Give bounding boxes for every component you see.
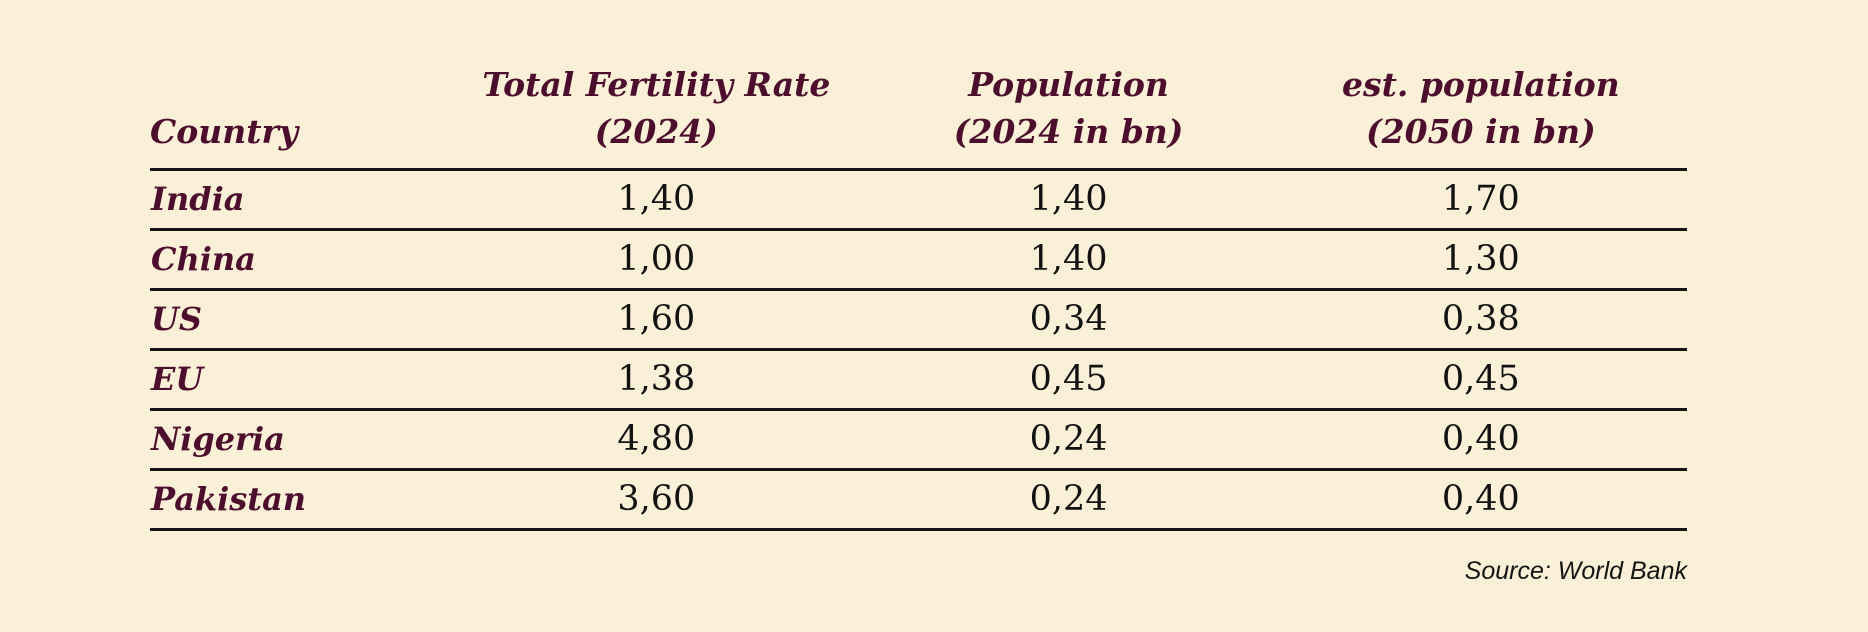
table-row-pakistan: Pakistan 3,60 0,24 0,40 <box>150 469 1687 531</box>
cell-pop2024: 1,40 <box>862 229 1275 291</box>
cell-country: Pakistan <box>150 469 451 531</box>
cell-pop2050: 1,30 <box>1274 229 1687 291</box>
header-row: Country Total Fertility Rate (2024) Popu… <box>150 40 1687 171</box>
table-row-nigeria: Nigeria 4,80 0,24 0,40 <box>150 409 1687 471</box>
cell-country: US <box>150 289 451 351</box>
table-row-india: India 1,40 1,40 1,70 <box>150 169 1687 231</box>
cell-tfr: 1,40 <box>450 169 863 231</box>
cell-pop2024: 1,40 <box>862 169 1275 231</box>
header-pop2050-line2: (2050 in bn) <box>1366 111 1596 151</box>
cell-pop2024: 0,45 <box>862 349 1275 411</box>
cell-country: India <box>150 169 451 231</box>
table-row-eu: EU 1,38 0,45 0,45 <box>150 349 1687 411</box>
cell-country: EU <box>150 349 451 411</box>
cell-pop2050: 0,40 <box>1274 469 1687 531</box>
cell-country: China <box>150 229 451 291</box>
header-tfr-line2: (2024) <box>594 111 718 151</box>
header-country: Country <box>150 40 451 171</box>
header-pop2050-line1: est. population <box>1342 65 1620 104</box>
header-population-2024: Population (2024 in bn) <box>862 40 1275 171</box>
table-row-us: US 1,60 0,34 0,38 <box>150 289 1687 351</box>
fertility-population-table: Country Total Fertility Rate (2024) Popu… <box>150 40 1687 531</box>
header-pop2024-line1: Population <box>968 65 1169 104</box>
cell-pop2024: 0,24 <box>862 409 1275 471</box>
cell-pop2050: 0,40 <box>1274 409 1687 471</box>
cell-pop2050: 0,45 <box>1274 349 1687 411</box>
header-tfr-line1: Total Fertility Rate <box>482 65 831 104</box>
cell-tfr: 1,00 <box>450 229 863 291</box>
header-est-population-2050: est. population (2050 in bn) <box>1274 40 1687 171</box>
cell-tfr: 3,60 <box>450 469 863 531</box>
cell-country: Nigeria <box>150 409 451 471</box>
cell-tfr: 1,38 <box>450 349 863 411</box>
table-body: India 1,40 1,40 1,70 China 1,00 1,40 1,3… <box>150 169 1687 531</box>
cell-tfr: 4,80 <box>450 409 863 471</box>
cell-pop2024: 0,24 <box>862 469 1275 531</box>
cell-tfr: 1,60 <box>450 289 863 351</box>
cell-pop2024: 0,34 <box>862 289 1275 351</box>
cell-pop2050: 0,38 <box>1274 289 1687 351</box>
cell-pop2050: 1,70 <box>1274 169 1687 231</box>
fertility-population-table-wrap: Country Total Fertility Rate (2024) Popu… <box>150 40 1687 586</box>
header-country-label: Country <box>150 111 299 151</box>
header-total-fertility-rate: Total Fertility Rate (2024) <box>450 40 863 171</box>
table-header: Country Total Fertility Rate (2024) Popu… <box>150 40 1687 171</box>
header-pop2024-line2: (2024 in bn) <box>953 111 1184 151</box>
table-row-china: China 1,00 1,40 1,30 <box>150 229 1687 291</box>
source-attribution: Source: World Bank <box>1464 556 1687 585</box>
